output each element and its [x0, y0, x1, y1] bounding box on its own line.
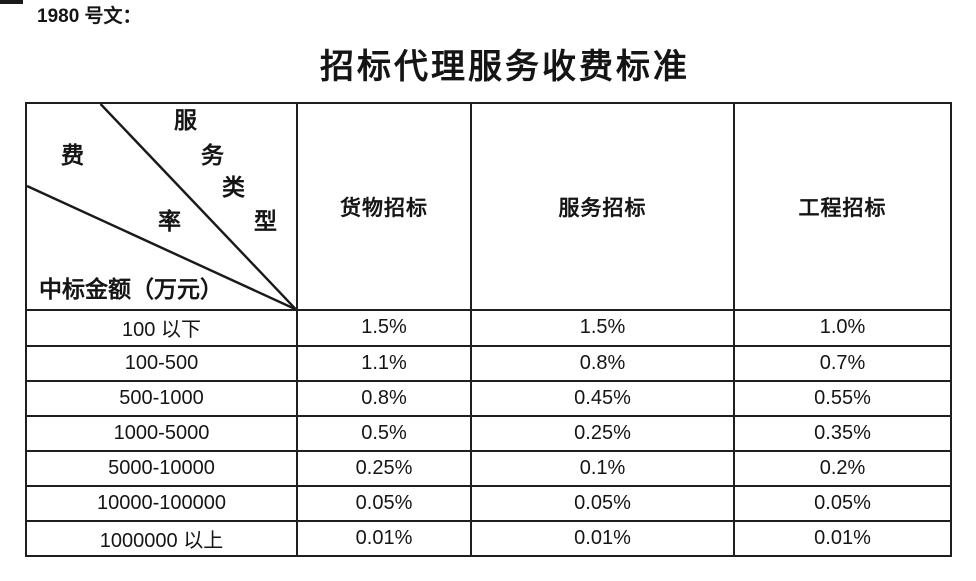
- table-row: 100 以下 1.5% 1.5% 1.0%: [25, 309, 952, 347]
- rate-cell: 0.01%: [470, 519, 735, 558]
- table-row: 1000000 以上 0.01% 0.01% 0.01%: [25, 519, 952, 558]
- rate-cell: 0.5%: [296, 414, 472, 452]
- column-header-engineering: 工程招标: [733, 101, 952, 312]
- corner-service-type-char-4: 型: [254, 209, 277, 234]
- table-row: 100-500 1.1% 0.8% 0.7%: [25, 344, 952, 382]
- table-row: 10000-100000 0.05% 0.05% 0.05%: [25, 484, 952, 522]
- rate-cell: 1.1%: [296, 344, 472, 382]
- table-row: 500-1000 0.8% 0.45% 0.55%: [25, 379, 952, 417]
- diagonal-line-upper: [99, 105, 295, 309]
- fee-standard-table: 服 务 类 型 费 率 中标金额（万元） 货物招标 服务招标 工程招标 100 …: [25, 101, 952, 558]
- rate-cell: 0.05%: [296, 484, 472, 522]
- rate-cell: 0.8%: [296, 379, 472, 417]
- column-header-goods: 货物招标: [296, 101, 472, 312]
- amount-range-cell: 100 以下: [25, 309, 298, 347]
- rate-cell: 1.5%: [296, 309, 472, 347]
- rate-cell: 0.05%: [733, 484, 952, 522]
- amount-range-cell: 1000000 以上: [25, 519, 298, 558]
- rate-cell: 0.8%: [470, 344, 735, 382]
- rate-cell: 0.25%: [470, 414, 735, 452]
- rate-cell: 0.2%: [733, 449, 952, 487]
- table-row: 1000-5000 0.5% 0.25% 0.35%: [25, 414, 952, 452]
- table-row: 5000-10000 0.25% 0.1% 0.2%: [25, 449, 952, 487]
- rate-cell: 0.45%: [470, 379, 735, 417]
- corner-service-type-char-1: 服: [174, 108, 197, 133]
- corner-service-type-char-3: 类: [222, 175, 245, 200]
- rate-cell: 0.25%: [296, 449, 472, 487]
- amount-range-cell: 5000-10000: [25, 449, 298, 487]
- corner-amount-label: 中标金额（万元）: [39, 277, 223, 302]
- amount-range-cell: 100-500: [25, 344, 298, 382]
- document-number-label: 1980 号文：: [37, 6, 142, 27]
- amount-range-cell: 1000-5000: [25, 414, 298, 452]
- rate-cell: 0.01%: [733, 519, 952, 558]
- column-header-services: 服务招标: [470, 101, 735, 312]
- rate-cell: 0.35%: [733, 414, 952, 452]
- header-row: 服 务 类 型 费 率 中标金额（万元） 货物招标 服务招标 工程招标: [25, 101, 952, 312]
- rate-cell: 0.7%: [733, 344, 952, 382]
- diagonal-corner-cell: 服 务 类 型 费 率 中标金额（万元）: [25, 101, 298, 312]
- page-title: 招标代理服务收费标准: [320, 49, 690, 86]
- rate-cell: 1.5%: [470, 309, 735, 347]
- corner-rate-char-1: 费: [61, 143, 84, 168]
- rate-cell: 0.05%: [470, 484, 735, 522]
- rate-cell: 0.55%: [733, 379, 952, 417]
- rate-cell: 0.01%: [296, 519, 472, 558]
- diagonal-line-lower: [28, 185, 295, 309]
- rate-cell: 1.0%: [733, 309, 952, 347]
- amount-range-cell: 10000-100000: [25, 484, 298, 522]
- corner-service-type-char-2: 务: [201, 143, 224, 168]
- rate-cell: 0.1%: [470, 449, 735, 487]
- amount-range-cell: 500-1000: [25, 379, 298, 417]
- scan-artifact-mark: [0, 0, 23, 4]
- diagonal-split-lines: [28, 105, 295, 309]
- corner-rate-char-2: 率: [158, 209, 181, 234]
